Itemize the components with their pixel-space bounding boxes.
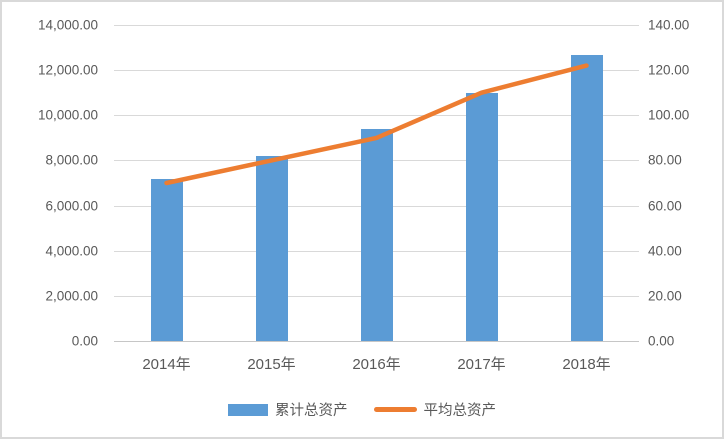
bar-2014年[interactable] xyxy=(150,178,183,341)
y-axis-label-left: 8,000.00 xyxy=(45,152,98,168)
x-axis-label-2017年: 2017年 xyxy=(457,356,506,373)
gridline xyxy=(114,115,639,117)
y-axis-label-left: 4,000.00 xyxy=(45,242,98,258)
x-axis-label-2014年: 2014年 xyxy=(142,356,191,373)
legend-item-line[interactable]: 平均总资产 xyxy=(373,399,497,420)
y-axis-label-right: 40.00 xyxy=(648,242,682,258)
plot-area xyxy=(114,25,639,342)
gridline xyxy=(114,70,639,72)
y-axis-label-right: 100.00 xyxy=(648,107,690,123)
bar-2016年[interactable] xyxy=(360,128,393,341)
legend-item-bars[interactable]: 累计总资产 xyxy=(228,399,348,420)
legend-line-swatch-icon xyxy=(373,407,417,412)
y-axis-label-left: 0.00 xyxy=(71,333,98,349)
bar-2015年[interactable] xyxy=(255,155,288,341)
y-axis-label-right: 80.00 xyxy=(648,152,682,168)
y-axis-label-left: 12,000.00 xyxy=(37,62,98,78)
y-axis-label-right: 60.00 xyxy=(648,197,682,213)
y-axis-label-left: 10,000.00 xyxy=(37,107,98,123)
x-axis-label-2015年: 2015年 xyxy=(247,356,296,373)
y-axis-label-right: 0.00 xyxy=(648,333,675,349)
x-axis-label-2016年: 2016年 xyxy=(352,356,401,373)
y-axis-label-right: 120.00 xyxy=(648,62,690,78)
legend-bar-swatch-icon xyxy=(228,403,268,416)
legend-label: 累计总资产 xyxy=(275,403,348,419)
bar-2018年[interactable] xyxy=(570,55,603,341)
gridline xyxy=(114,25,639,26)
trend-line[interactable] xyxy=(164,63,589,186)
legend-label: 平均总资产 xyxy=(423,403,497,419)
y-axis-label-right: 140.00 xyxy=(648,17,690,33)
x-axis-label-2018年: 2018年 xyxy=(562,356,611,373)
bar-2017年[interactable] xyxy=(465,92,498,341)
x-axis-line xyxy=(114,341,639,342)
legend: 累计总资产 平均总资产 xyxy=(2,399,722,420)
y-axis-label-left: 14,000.00 xyxy=(37,17,98,33)
y-axis-label-right: 20.00 xyxy=(648,288,682,304)
y-axis-label-left: 6,000.00 xyxy=(45,197,98,213)
trend-line-layer xyxy=(164,63,589,186)
y-axis-label-left: 2,000.00 xyxy=(45,288,98,304)
